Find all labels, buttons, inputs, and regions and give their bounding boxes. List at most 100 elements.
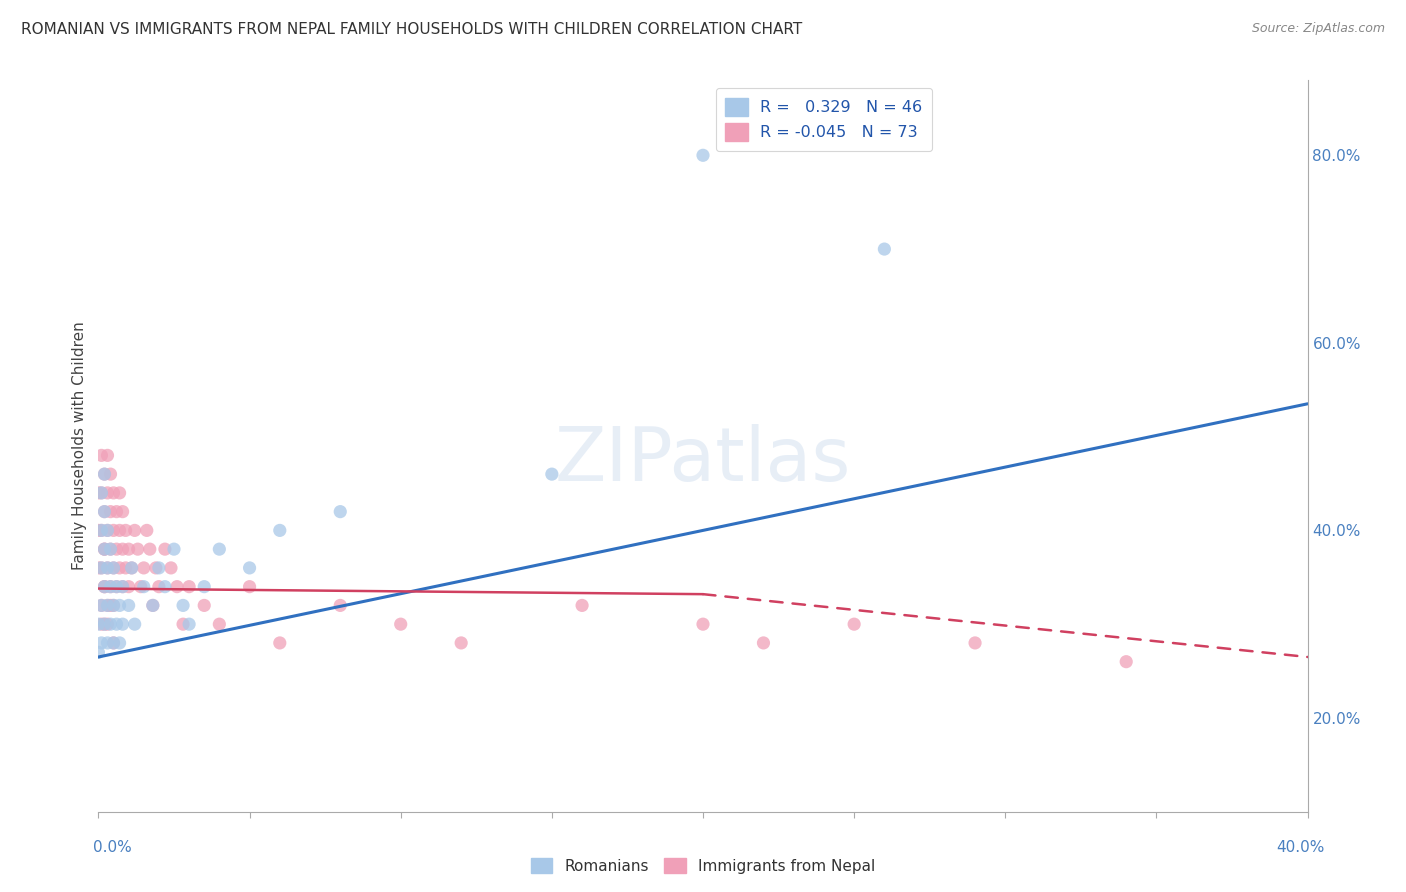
Point bbox=[90, 524, 112, 538]
Point bbox=[108, 636, 131, 650]
Point bbox=[93, 467, 115, 482]
Point bbox=[103, 636, 125, 650]
Point bbox=[93, 580, 115, 594]
Point bbox=[571, 599, 593, 613]
Point bbox=[139, 542, 162, 557]
Point bbox=[148, 580, 170, 594]
Point bbox=[172, 617, 194, 632]
Point bbox=[96, 449, 118, 463]
Point bbox=[873, 242, 896, 256]
Point bbox=[269, 636, 291, 650]
Point bbox=[153, 542, 176, 557]
Point bbox=[540, 467, 562, 482]
Point bbox=[208, 542, 231, 557]
Point bbox=[100, 580, 122, 594]
Point bbox=[239, 561, 262, 575]
Point bbox=[90, 617, 112, 632]
Point bbox=[166, 580, 188, 594]
Point bbox=[193, 580, 215, 594]
Point bbox=[329, 599, 352, 613]
Point bbox=[124, 617, 146, 632]
Point bbox=[153, 580, 176, 594]
Point bbox=[93, 617, 115, 632]
Point bbox=[90, 599, 112, 613]
Point bbox=[108, 599, 131, 613]
Point bbox=[114, 524, 136, 538]
Point bbox=[179, 617, 201, 632]
Point bbox=[96, 524, 118, 538]
Point bbox=[100, 580, 122, 594]
Point bbox=[87, 645, 110, 659]
Legend: R =   0.329   N = 46, R = -0.045   N = 73: R = 0.329 N = 46, R = -0.045 N = 73 bbox=[716, 88, 932, 151]
Point bbox=[1115, 655, 1137, 669]
Point bbox=[87, 486, 110, 500]
Point bbox=[132, 561, 155, 575]
Point bbox=[93, 542, 115, 557]
Point bbox=[172, 599, 194, 613]
Point bbox=[148, 561, 170, 575]
Point bbox=[118, 599, 141, 613]
Point bbox=[752, 636, 775, 650]
Point bbox=[103, 486, 125, 500]
Point bbox=[93, 617, 115, 632]
Point bbox=[179, 580, 201, 594]
Point bbox=[93, 542, 115, 557]
Point bbox=[103, 561, 125, 575]
Point bbox=[124, 524, 146, 538]
Point bbox=[108, 524, 131, 538]
Point bbox=[142, 599, 165, 613]
Point bbox=[105, 580, 128, 594]
Point bbox=[163, 542, 186, 557]
Text: 0.0%: 0.0% bbox=[93, 840, 132, 855]
Point bbox=[87, 524, 110, 538]
Point bbox=[118, 580, 141, 594]
Point bbox=[111, 617, 134, 632]
Point bbox=[100, 542, 122, 557]
Point bbox=[121, 561, 143, 575]
Point bbox=[121, 561, 143, 575]
Point bbox=[135, 524, 157, 538]
Point bbox=[111, 580, 134, 594]
Text: 40.0%: 40.0% bbox=[1277, 840, 1324, 855]
Point bbox=[90, 561, 112, 575]
Text: Source: ZipAtlas.com: Source: ZipAtlas.com bbox=[1251, 22, 1385, 36]
Point bbox=[105, 505, 128, 519]
Point bbox=[329, 505, 352, 519]
Point bbox=[93, 505, 115, 519]
Point bbox=[93, 580, 115, 594]
Point bbox=[389, 617, 412, 632]
Point bbox=[103, 524, 125, 538]
Point bbox=[160, 561, 183, 575]
Point bbox=[239, 580, 262, 594]
Point bbox=[93, 505, 115, 519]
Point bbox=[96, 561, 118, 575]
Point bbox=[103, 561, 125, 575]
Point bbox=[96, 599, 118, 613]
Point bbox=[111, 580, 134, 594]
Point bbox=[96, 599, 118, 613]
Point bbox=[111, 505, 134, 519]
Point bbox=[90, 524, 112, 538]
Point bbox=[103, 599, 125, 613]
Point bbox=[103, 636, 125, 650]
Point bbox=[111, 542, 134, 557]
Point bbox=[692, 617, 714, 632]
Point bbox=[844, 617, 866, 632]
Point bbox=[100, 505, 122, 519]
Point bbox=[114, 561, 136, 575]
Point bbox=[142, 599, 165, 613]
Point bbox=[208, 617, 231, 632]
Point bbox=[96, 617, 118, 632]
Point bbox=[965, 636, 987, 650]
Point bbox=[93, 580, 115, 594]
Text: ROMANIAN VS IMMIGRANTS FROM NEPAL FAMILY HOUSEHOLDS WITH CHILDREN CORRELATION CH: ROMANIAN VS IMMIGRANTS FROM NEPAL FAMILY… bbox=[21, 22, 803, 37]
Text: ZIPatlas: ZIPatlas bbox=[555, 424, 851, 497]
Point bbox=[90, 486, 112, 500]
Point bbox=[96, 561, 118, 575]
Point bbox=[100, 617, 122, 632]
Point bbox=[692, 148, 714, 162]
Point bbox=[87, 561, 110, 575]
Point bbox=[90, 561, 112, 575]
Point bbox=[450, 636, 472, 650]
Point bbox=[103, 599, 125, 613]
